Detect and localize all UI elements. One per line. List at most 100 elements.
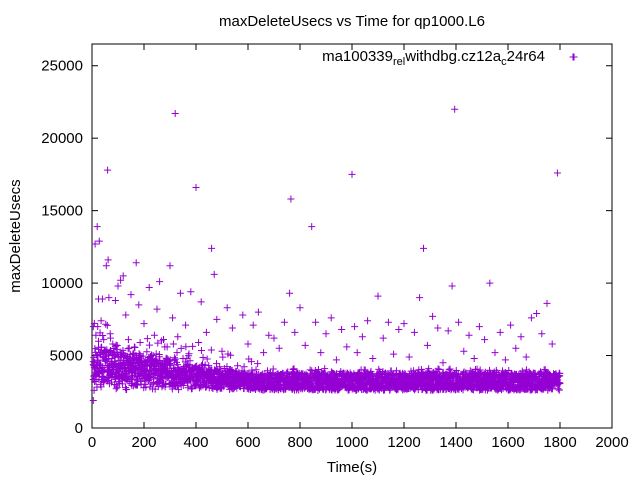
data-point: [104, 256, 112, 264]
data-point: [100, 336, 108, 344]
data-point: [527, 314, 535, 322]
data-point: [125, 344, 133, 352]
data-point: [275, 344, 283, 352]
data-point: [117, 276, 125, 284]
data-point: [199, 353, 207, 361]
data-point: [425, 365, 433, 373]
data-point: [390, 350, 398, 358]
data-point: [522, 353, 530, 361]
data-point: [543, 299, 551, 307]
data-point: [384, 318, 392, 326]
data-point: [141, 380, 149, 388]
data-point: [374, 292, 382, 300]
data-point: [95, 237, 103, 245]
data-point: [172, 382, 180, 390]
data-point: [555, 372, 563, 380]
data-point: [240, 363, 248, 371]
data-point: [183, 379, 191, 387]
data-point: [473, 365, 481, 373]
data-point: [90, 319, 98, 327]
data-point: [202, 328, 210, 336]
data-point: [395, 325, 403, 333]
data-point: [321, 365, 329, 373]
data-point: [187, 288, 195, 296]
data-point: [444, 327, 452, 335]
x-tick-label: 400: [183, 434, 208, 451]
data-point: [227, 365, 235, 373]
data-point: [291, 328, 299, 336]
data-point: [150, 331, 158, 339]
x-tick-label: 600: [235, 434, 260, 451]
data-point: [113, 345, 121, 353]
data-point: [93, 223, 101, 231]
data-point: [119, 346, 127, 354]
data-point: [175, 386, 183, 394]
data-point: [109, 340, 117, 348]
data-point: [369, 373, 377, 381]
data-point: [194, 378, 202, 386]
x-tick-label: 1000: [335, 434, 368, 451]
data-point: [124, 336, 132, 344]
data-point: [501, 356, 509, 364]
data-point: [338, 325, 346, 333]
data-point: [166, 262, 174, 270]
data-point: [247, 358, 255, 366]
data-point: [219, 353, 227, 361]
data-point: [286, 289, 294, 297]
data-point: [167, 360, 175, 368]
data-point: [317, 349, 325, 357]
data-point: [301, 341, 309, 349]
data-point: [169, 340, 177, 348]
data-point: [143, 348, 151, 356]
data-point: [227, 351, 235, 359]
data-point: [93, 362, 101, 370]
data-point: [451, 105, 459, 113]
data-point: [200, 364, 208, 372]
data-point: [105, 294, 113, 302]
data-point: [155, 353, 163, 361]
data-point: [119, 272, 127, 280]
data-point: [166, 360, 174, 368]
data-point: [351, 323, 359, 331]
x-tick-label: 1800: [543, 434, 576, 451]
data-point: [296, 304, 304, 312]
data-point: [475, 323, 483, 331]
data-point: [135, 301, 143, 309]
data-point: [205, 362, 213, 370]
data-point: [244, 340, 252, 348]
data-point: [312, 318, 320, 326]
y-tick-label: 20000: [41, 130, 83, 147]
data-point: [139, 352, 147, 360]
data-point: [420, 244, 427, 252]
data-point: [405, 353, 413, 361]
data-point: [327, 314, 335, 322]
data-point: [252, 366, 260, 374]
data-point: [96, 360, 104, 368]
data-point: [201, 361, 209, 369]
data-point: [111, 296, 119, 304]
data-point: [367, 367, 375, 375]
data-point: [127, 291, 135, 299]
data-point: [203, 355, 211, 363]
data-point: [234, 362, 242, 370]
data-point: [97, 317, 105, 325]
y-tick-label: 5000: [50, 348, 83, 365]
data-point: [496, 328, 504, 336]
data-point: [400, 320, 408, 328]
data-point: [507, 321, 515, 329]
y-tick-label: 15000: [41, 203, 83, 220]
data-point: [332, 356, 340, 364]
data-point: [152, 355, 160, 363]
data-point: [197, 346, 205, 354]
data-point: [189, 342, 197, 350]
data-point: [322, 330, 330, 338]
data-point: [140, 320, 148, 328]
x-tick-label: 1200: [387, 434, 420, 451]
data-point: [216, 363, 224, 371]
data-point: [517, 333, 525, 341]
legend-marker: [570, 53, 578, 61]
data-point: [239, 311, 247, 319]
x-tick-label: 1600: [491, 434, 524, 451]
data-point: [145, 341, 153, 349]
